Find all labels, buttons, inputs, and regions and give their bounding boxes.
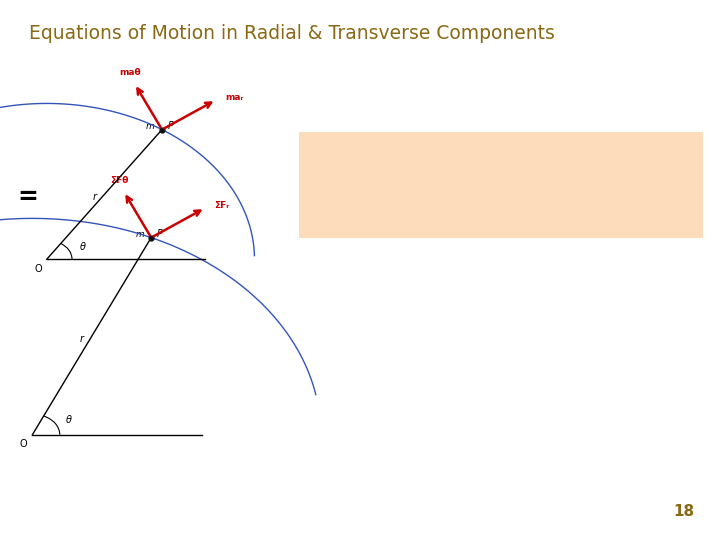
Text: maᵣ: maᵣ	[225, 93, 244, 102]
Text: Equations of Motion in Radial & Transverse Components: Equations of Motion in Radial & Transver…	[29, 24, 554, 43]
Text: ΣFᵣ: ΣFᵣ	[215, 201, 230, 210]
Text: θ: θ	[66, 415, 72, 425]
Text: O: O	[35, 264, 42, 274]
Text: m: m	[135, 230, 144, 239]
Text: O: O	[20, 440, 27, 449]
Text: ΣFθ: ΣFθ	[110, 176, 129, 185]
Text: 18: 18	[674, 504, 695, 519]
Text: θ: θ	[80, 242, 86, 252]
Text: r: r	[92, 192, 96, 202]
Text: P: P	[157, 230, 163, 239]
Text: r: r	[80, 334, 84, 344]
FancyBboxPatch shape	[299, 132, 703, 238]
Text: =: =	[17, 185, 37, 209]
Text: P: P	[168, 122, 174, 131]
Text: maθ: maθ	[120, 68, 141, 77]
Text: m: m	[146, 122, 155, 131]
